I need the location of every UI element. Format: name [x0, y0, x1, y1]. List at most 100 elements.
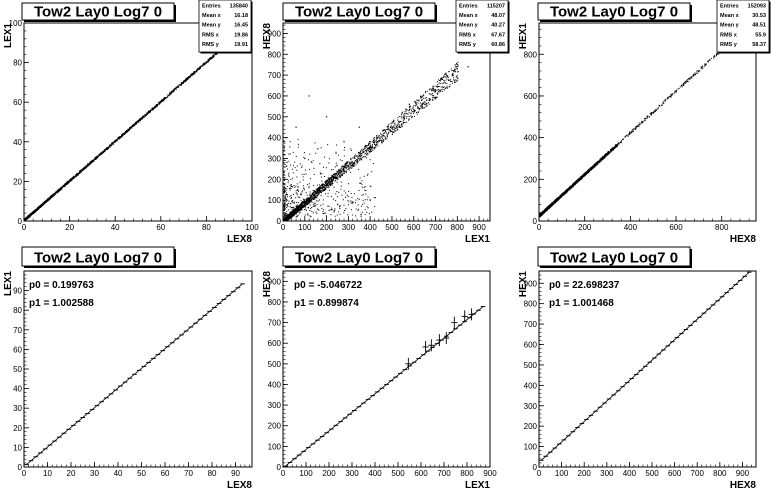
scatter-point: [411, 116, 413, 118]
scatter-point: [321, 207, 323, 209]
scatter-point: [110, 144, 112, 146]
scatter-point: [373, 197, 375, 199]
scatter-point: [92, 159, 94, 161]
scatter-point: [300, 207, 302, 209]
scatter-point: [293, 214, 295, 216]
scatter-point: [294, 210, 296, 212]
scatter-point: [93, 159, 95, 161]
scatter-point: [100, 153, 102, 155]
scatter-point: [376, 143, 378, 145]
scatter-point: [446, 82, 448, 84]
scatter-point: [64, 183, 66, 185]
scatter-point: [430, 94, 432, 96]
scatter-point: [284, 184, 286, 186]
scatter-point: [362, 151, 364, 153]
scatter-point: [121, 134, 123, 136]
scatter-point: [292, 177, 294, 179]
scatter-point: [308, 95, 310, 97]
scatter-point: [135, 121, 137, 123]
y-tick-label: 0: [277, 217, 282, 226]
scatter-point: [348, 163, 350, 165]
x-tick-label: 200: [320, 223, 334, 232]
scatter-point: [52, 195, 54, 197]
scatter-point: [380, 136, 382, 138]
scatter-point: [299, 211, 301, 213]
scatter-point: [334, 166, 336, 168]
scatter-point: [116, 139, 118, 141]
scatter-point: [418, 99, 420, 101]
scatter-point: [100, 152, 102, 154]
scatter-point: [316, 208, 318, 210]
scatter-point: [283, 205, 285, 207]
scatter-point: [389, 123, 391, 125]
scatter-point: [339, 213, 341, 215]
scatter-point: [188, 76, 190, 78]
scatter-point: [315, 190, 317, 192]
scatter-point: [327, 205, 329, 207]
scatter-point: [345, 170, 347, 172]
scatter-point: [295, 192, 297, 194]
scatter-point: [101, 152, 103, 154]
scatter-point: [325, 188, 327, 190]
scatter-point: [34, 210, 36, 212]
scatter-point: [64, 183, 66, 185]
scatter-point: [440, 78, 442, 80]
scatter-point: [200, 66, 202, 68]
scatter-point: [319, 172, 321, 174]
scatter-point: [336, 177, 338, 179]
scatter-point: [455, 71, 457, 73]
scatter-point: [418, 111, 420, 113]
scatter-point: [398, 126, 400, 128]
scatter-point: [126, 131, 128, 133]
scatter-point: [338, 174, 340, 176]
scatter-point: [164, 97, 166, 99]
scatter-point: [360, 151, 362, 153]
scatter-point: [319, 163, 321, 165]
scatter-point: [433, 88, 435, 90]
scatter-point: [354, 163, 356, 165]
scatter-point: [344, 170, 346, 172]
scatter-point: [339, 170, 341, 172]
scatter-point: [147, 112, 149, 114]
scatter-point: [390, 131, 392, 133]
scatter-point: [395, 126, 397, 128]
scatter-point: [425, 105, 427, 107]
stats-value: 48.07: [491, 13, 505, 19]
scatter-point: [101, 152, 103, 154]
scatter-point: [380, 133, 382, 135]
scatter-point: [295, 190, 297, 192]
scatter-point: [369, 151, 371, 153]
scatter-point: [415, 102, 417, 104]
scatter-point: [367, 152, 369, 154]
scatter-point: [434, 98, 436, 100]
scatter-point: [312, 160, 314, 162]
scatter-point: [286, 188, 288, 190]
scatter-point: [342, 171, 344, 173]
scatter-point: [119, 136, 121, 138]
scatter-point: [432, 92, 434, 94]
scatter-point: [438, 79, 440, 81]
scatter-point: [338, 211, 340, 213]
scatter-point: [341, 173, 343, 175]
scatter-point: [315, 152, 317, 154]
scatter-point: [438, 90, 440, 92]
scatter-point: [457, 71, 459, 73]
scatter-point: [324, 188, 326, 190]
scatter-point: [28, 214, 30, 216]
scatter-point: [169, 93, 171, 95]
scatter-point: [303, 173, 305, 175]
scatter-point: [90, 162, 92, 164]
scatter-point: [142, 117, 144, 119]
scatter-point: [434, 97, 436, 99]
scatter-point: [155, 104, 157, 106]
scatter-point: [446, 87, 448, 89]
scatter-point: [393, 120, 395, 122]
scatter-point: [438, 88, 440, 90]
scatter-point: [324, 189, 326, 191]
scatter-point: [92, 160, 94, 162]
scatter-point: [200, 65, 202, 67]
scatter-point: [199, 66, 201, 68]
scatter-point: [283, 171, 285, 173]
scatter-point: [284, 177, 286, 179]
scatter-point: [323, 185, 325, 187]
